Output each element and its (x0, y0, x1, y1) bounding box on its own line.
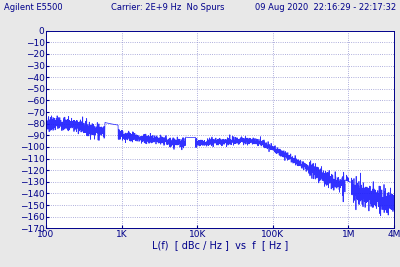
Text: Carrier: 2E+9 Hz  No Spurs: Carrier: 2E+9 Hz No Spurs (111, 3, 225, 12)
Text: Agilent E5500: Agilent E5500 (4, 3, 63, 12)
Text: 09 Aug 2020  22:16:29 - 22:17:32: 09 Aug 2020 22:16:29 - 22:17:32 (255, 3, 396, 12)
X-axis label: L(f)  [ dBc / Hz ]  vs  f  [ Hz ]: L(f) [ dBc / Hz ] vs f [ Hz ] (152, 240, 288, 250)
